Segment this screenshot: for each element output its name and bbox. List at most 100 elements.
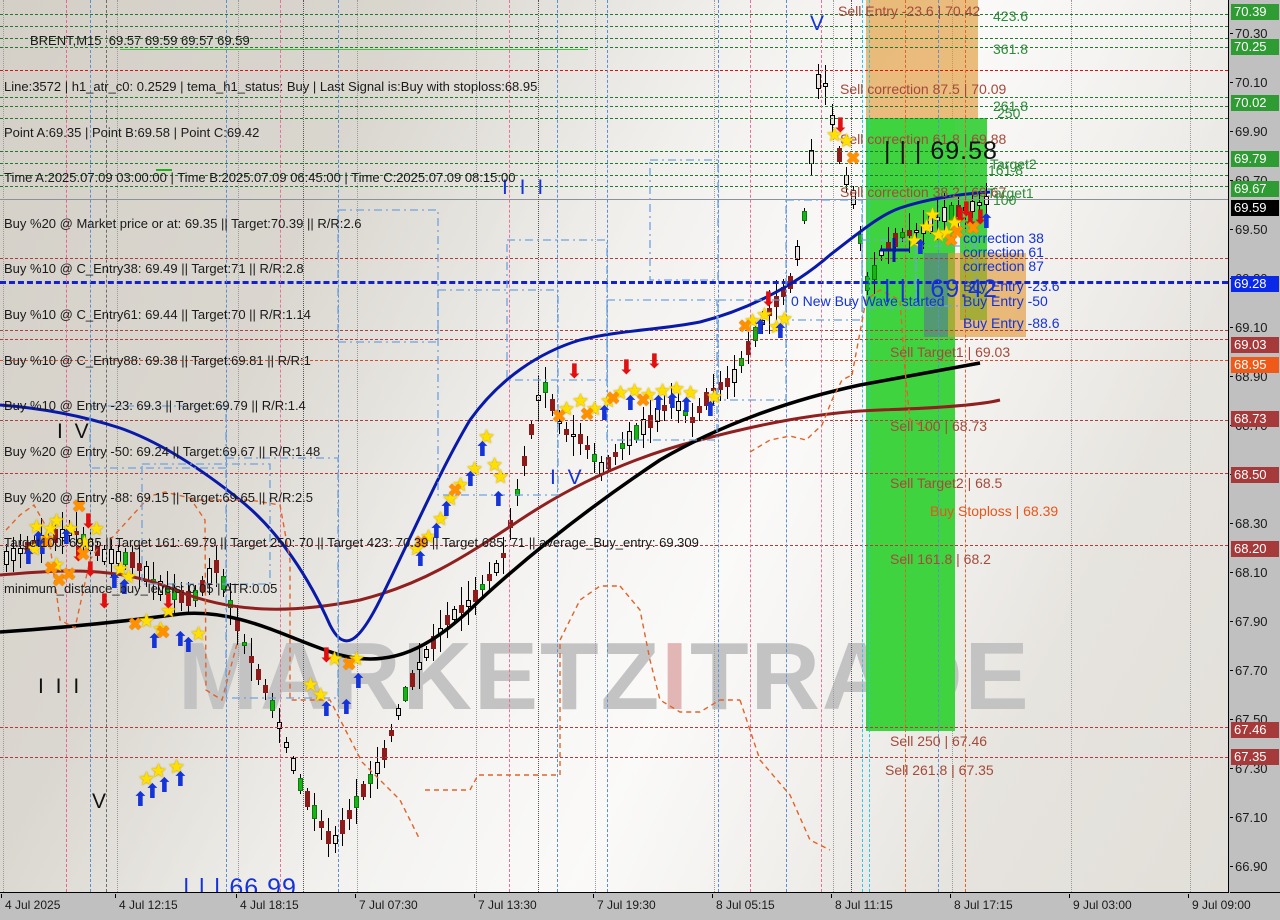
info-line: Target100: 69.65 || Target 161: 69.79 ||… <box>4 535 699 551</box>
price-tick: 67.70 <box>1230 663 1280 679</box>
info-line: Buy %20 @ Entry -88: 69.15 || Target:69.… <box>4 489 314 505</box>
level-line-red <box>0 727 1228 728</box>
star-marker-icon: ★ <box>150 761 168 782</box>
price-tick: 68.30 <box>1230 516 1280 532</box>
price-scale[interactable]: 70.3070.1069.9069.7069.5069.3069.1068.90… <box>1230 0 1280 893</box>
price-tick: 67.10 <box>1230 810 1280 826</box>
level-line-green <box>0 47 1228 48</box>
level-line-green <box>0 14 1228 15</box>
wave-label-iii-left: I I I <box>38 675 83 698</box>
arrow-down-icon: ⬇ <box>832 115 849 137</box>
level-line-green <box>0 151 1228 152</box>
x-marker-icon: ✖ <box>950 223 965 242</box>
level-line-green <box>0 175 1228 176</box>
annot-fib-250: 250 <box>997 105 1021 121</box>
star-marker-icon: ★ <box>190 624 208 645</box>
price-badge: 69.67 <box>1231 180 1279 197</box>
arrow-up-icon: ⬆ <box>350 671 367 693</box>
vgrid-line <box>714 0 715 892</box>
arrow-down-icon: ⬇ <box>958 199 975 221</box>
arrow-up-icon: ⬆ <box>318 699 335 721</box>
arrow-up-icon: ⬆ <box>144 781 161 803</box>
arrow-up-icon: ⬆ <box>912 237 929 259</box>
arrow-up-icon: ⬆ <box>978 211 995 233</box>
price-badge: 67.46 <box>1231 722 1279 739</box>
price-label-6699: | | | 66.99 <box>183 874 297 893</box>
price-badge: 68.73 <box>1231 410 1279 427</box>
price-tick: 66.90 <box>1230 859 1280 875</box>
time-tick: 9 Jul 03:00 <box>1069 894 1132 912</box>
star-marker-icon: ★ <box>826 125 844 146</box>
vgrid-line <box>1071 0 1072 892</box>
arrow-up-icon: ⬆ <box>172 769 189 791</box>
price-badge: 67.35 <box>1231 749 1279 766</box>
time-tick: 9 Jul 09:00 <box>1188 894 1251 912</box>
level-line-red <box>0 70 1228 71</box>
level-line-green <box>0 118 1228 119</box>
price-tick: 70.30 <box>1230 26 1280 42</box>
price-badge: 70.25 <box>1231 38 1279 55</box>
annot-sell-corr-87: Sell correction 87.5 | 70.09 <box>840 81 1007 97</box>
info-line: Buy %10 @ C_Entry38: 69.49 || Target:71 … <box>4 261 304 277</box>
time-tick: 8 Jul 11:15 <box>831 894 893 912</box>
annot-fib-2618: 261.8 <box>993 98 1029 114</box>
price-tick: 68.10 <box>1230 565 1280 581</box>
annot-sell-corr-38: Sell correction 38.2 | 69.67 <box>840 184 1007 200</box>
arrow-down-icon: ⬇ <box>760 289 777 311</box>
info-line: Line:3572 | h1_atr_c0: 0.2529 | tema_h1_… <box>4 79 538 95</box>
chart-plot-area[interactable]: MARKETZITRADE <box>0 0 1229 893</box>
time-scale[interactable]: 4 Jul 2025 4 Jul 12:15 4 Jul 18:15 7 Jul 07… <box>0 894 1251 920</box>
annot-target1: Target1 <box>987 185 1034 201</box>
time-tick: 4 Jul 12:15 <box>115 894 178 912</box>
annot-buy-entry-886: Buy Entry -88.6 <box>963 315 1060 331</box>
price-tick: 68.90 <box>1230 369 1280 385</box>
annot-fib-4236: 423.6 <box>993 8 1029 24</box>
price-badge: 70.02 <box>1231 94 1279 111</box>
level-line-green <box>0 163 1228 164</box>
arrow-up-icon: ⬆ <box>772 321 789 343</box>
arrow-up-icon: ⬆ <box>132 789 149 811</box>
price-tick: 67.90 <box>1230 614 1280 630</box>
watermark-part2: TRADE <box>689 623 1031 730</box>
info-panel: BRENT,M15 69.57 69.59 69.57 69.59 Line:3… <box>4 3 699 626</box>
info-line: Buy %20 @ Market price or at: 69.35 || T… <box>4 215 362 231</box>
annot-sell-250: Sell 250 | 67.46 <box>890 733 988 749</box>
star-marker-icon: ★ <box>138 769 156 790</box>
arrow-up-icon: ⬆ <box>338 697 355 719</box>
annot-correction-87: correction 87 <box>963 258 1044 274</box>
time-tick: 8 Jul 17:15 <box>950 894 1013 912</box>
price-badge: 69.03 <box>1231 337 1279 354</box>
time-tick: 7 Jul 19:30 <box>593 894 656 912</box>
price-tick: 70.10 <box>1230 75 1280 91</box>
annot-sell-2618: Sell 261.8 | 67.35 <box>885 762 994 778</box>
time-tick: 8 Jul 05:15 <box>712 894 775 912</box>
level-line-green <box>0 106 1228 107</box>
x-marker-icon: ✖ <box>156 623 171 642</box>
info-title: BRENT,M15 69.57 69.59 69.57 69.59 <box>30 33 250 49</box>
annot-buy-stoploss: Buy Stoploss | 68.39 <box>930 503 1059 519</box>
arrow-up-icon: ⬆ <box>702 399 719 421</box>
level-line-green <box>0 26 1228 27</box>
price-badge: 68.20 <box>1231 540 1279 557</box>
annot-sell-entry: Sell Entry -23.6 | 70.42 <box>838 3 981 19</box>
arrow-up-icon: ⬆ <box>752 317 769 339</box>
price-tick: 69.50 <box>1230 222 1280 238</box>
sell-zone-upper <box>866 0 978 118</box>
price-badge: 68.95 <box>1231 357 1279 374</box>
annot-sell-161: Sell 161.8 | 68.2 <box>890 551 991 567</box>
time-tick: 4 Jul 2025 <box>0 894 61 912</box>
price-tick: 69.10 <box>1230 320 1280 336</box>
star-marker-icon: ★ <box>838 131 856 152</box>
time-tick: 4 Jul 18:15 <box>236 894 299 912</box>
annot-fib-3618: 361.8 <box>993 41 1029 57</box>
annot-sell-target1: Sell Target1 | 69.03 <box>890 344 1011 360</box>
annot-fib-1618: 161.8 <box>988 162 1024 178</box>
annot-sell-corr-61: Sell correction 61.8 | 69.88 <box>840 131 1007 147</box>
wave-label-v-top: V <box>810 12 828 35</box>
price-label-6958: | | | 69.58 <box>884 137 998 165</box>
time-tick: 7 Jul 13:30 <box>474 894 537 912</box>
price-tick: 67.30 <box>1230 761 1280 777</box>
arrow-up-icon: ⬆ <box>156 775 173 797</box>
wave-label-v-left: V <box>92 790 110 813</box>
